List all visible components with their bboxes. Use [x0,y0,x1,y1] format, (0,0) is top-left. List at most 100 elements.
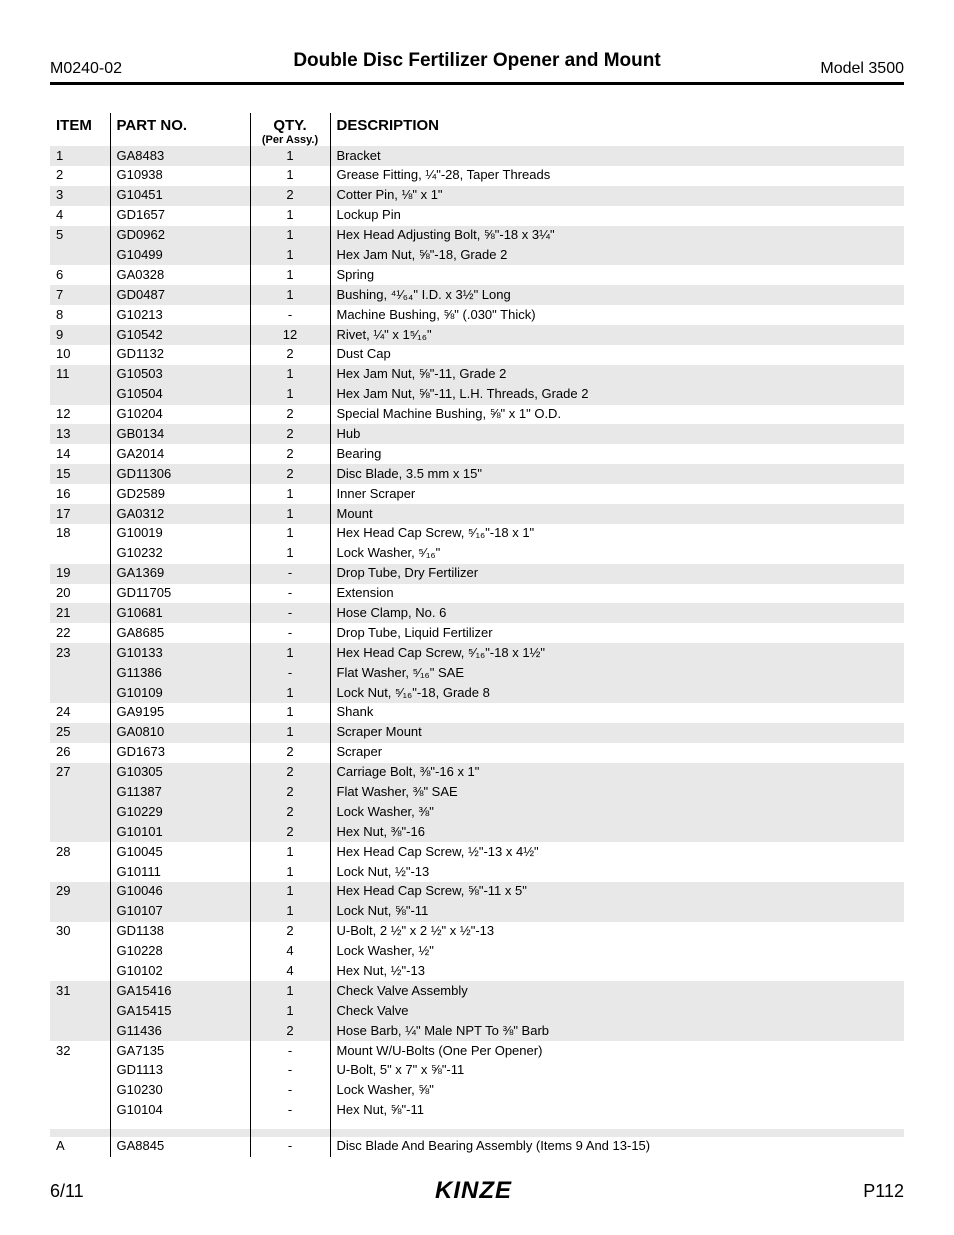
cell-desc: Lock Nut, ⁵⁄₁₆"-18, Grade 8 [330,683,904,703]
cell-part: G10104 [110,1101,250,1121]
cell-part: G10101 [110,822,250,842]
cell-desc: Lockup Pin [330,206,904,226]
cell-item [50,1101,110,1121]
cell-qty: 1 [250,683,330,703]
doc-id: M0240-02 [50,60,122,78]
cell-desc: Lock Washer, ⅝" [330,1081,904,1101]
cell-qty: 1 [250,723,330,743]
table-row: 16GD25891Inner Scraper [50,484,904,504]
col-desc: DESCRIPTION [330,113,904,146]
cell-item: 3 [50,186,110,206]
cell-qty: 1 [250,385,330,405]
page-header: Double Disc Fertilizer Opener and Mount … [50,50,904,85]
cell-desc: Check Valve [330,1001,904,1021]
cell-desc: Spring [330,265,904,285]
col-qty-sub: (Per Assy.) [257,134,324,146]
cell-item: 29 [50,882,110,902]
cell-item: 10 [50,345,110,365]
cell-part: G10305 [110,763,250,783]
cell-item: 16 [50,484,110,504]
cell-item [50,385,110,405]
cell-item: 32 [50,1041,110,1061]
cell-desc: Lock Nut, ½"-13 [330,862,904,882]
cell-part: G10133 [110,643,250,663]
cell-part: G10232 [110,544,250,564]
cell-item: 8 [50,305,110,325]
table-row: 11G105031Hex Jam Nut, ⅝"-11, Grade 2 [50,365,904,385]
cell-desc: Bushing, ⁴¹⁄₆₄" I.D. x 3½" Long [330,285,904,305]
cell-item: 1 [50,146,110,166]
table-row: G114362Hose Barb, ¼" Male NPT To ⅜" Barb [50,1021,904,1041]
footer-page: P112 [863,1181,904,1202]
cell-qty: 1 [250,226,330,246]
cell-qty: 1 [250,902,330,922]
cell-part: GD1132 [110,345,250,365]
cell-qty: - [250,305,330,325]
cell-desc: Shank [330,703,904,723]
cell-qty: 2 [250,405,330,425]
cell-item: 26 [50,743,110,763]
cell-item [50,245,110,265]
table-row: 18G100191Hex Head Cap Screw, ⁵⁄₁₆"-18 x … [50,524,904,544]
footer-date: 6/11 [50,1181,84,1202]
cell-part: GA2014 [110,444,250,464]
cell-item [50,962,110,982]
cell-part: GA15415 [110,1001,250,1021]
table-row: 8G10213-Machine Bushing, ⅝" (.030" Thick… [50,305,904,325]
cell-part: GD1113 [110,1061,250,1081]
cell-part: G11386 [110,663,250,683]
cell-item [50,1021,110,1041]
cell-part: GD2589 [110,484,250,504]
table-row: G105041Hex Jam Nut, ⅝"-11, L.H. Threads,… [50,385,904,405]
cell-qty: - [250,623,330,643]
table-row: GA154151Check Valve [50,1001,904,1021]
cell-part: G10230 [110,1081,250,1101]
cell-item [50,802,110,822]
table-row: G101012Hex Nut, ⅜"-16 [50,822,904,842]
cell-part: GA0328 [110,265,250,285]
table-row: G113872Flat Washer, ⅜" SAE [50,783,904,803]
cell-part: G11436 [110,1021,250,1041]
cell-part: GB0134 [110,424,250,444]
cell-item: 28 [50,842,110,862]
table-row: 26GD16732Scraper [50,743,904,763]
cell-qty: - [250,1081,330,1101]
cell-part: G10111 [110,862,250,882]
cell-desc: Lock Washer, ½" [330,942,904,962]
cell-item [50,683,110,703]
cell-item [50,862,110,882]
table-row: 22GA8685-Drop Tube, Liquid Fertilizer [50,623,904,643]
table-row: 28G100451Hex Head Cap Screw, ½"-13 x 4½" [50,842,904,862]
cell-desc: Bracket [330,146,904,166]
cell-desc: Drop Tube, Dry Fertilizer [330,564,904,584]
cell-desc: Hex Nut, ⅜"-16 [330,822,904,842]
table-row: 24GA91951Shank [50,703,904,723]
table-row: G102284Lock Washer, ½" [50,942,904,962]
table-row: 30GD11382U-Bolt, 2 ½" x 2 ½" x ½"-13 [50,922,904,942]
cell-desc: U-Bolt, 5" x 7" x ⅝"-11 [330,1061,904,1081]
table-row: 20GD11705-Extension [50,584,904,604]
cell-item: 5 [50,226,110,246]
cell-part: GD1673 [110,743,250,763]
cell-item [50,822,110,842]
cell-item: 23 [50,643,110,663]
cell-qty: - [250,1061,330,1081]
cell-qty: 2 [250,424,330,444]
table-row: 27G103052Carriage Bolt, ⅜"-16 x 1" [50,763,904,783]
cell-qty: 2 [250,802,330,822]
table-row: G101024Hex Nut, ½"-13 [50,962,904,982]
cell-item: 6 [50,265,110,285]
cell-qty: - [250,663,330,683]
cell-desc: Rivet, ¼" x 1⁵⁄₁₆" [330,325,904,345]
cell-part: GA1369 [110,564,250,584]
table-row: 5GD09621Hex Head Adjusting Bolt, ⅝"-18 x… [50,226,904,246]
cell-qty: 1 [250,245,330,265]
cell-desc: Mount W/U-Bolts (One Per Opener) [330,1041,904,1061]
cell-item [50,1061,110,1081]
cell-qty: 1 [250,365,330,385]
cell-qty: 4 [250,962,330,982]
table-row: 15GD113062Disc Blade, 3.5 mm x 15" [50,464,904,484]
table-row: 1GA84831Bracket [50,146,904,166]
cell-part: GA0810 [110,723,250,743]
cell-qty: 1 [250,544,330,564]
